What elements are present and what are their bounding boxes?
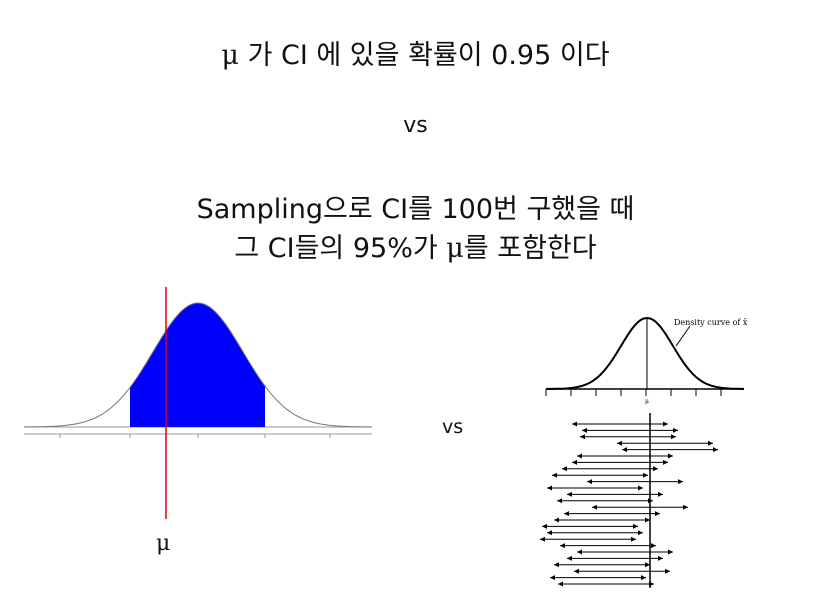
ci-arrow-right xyxy=(668,549,673,555)
ci-arrow-right xyxy=(678,479,683,485)
statement-probability-text: 가 CI 에 있을 확률이 0.95 이다 xyxy=(238,40,610,71)
ci-arrow-right xyxy=(683,504,688,510)
ci-arrow-left xyxy=(582,427,587,433)
ci-arrow-right xyxy=(708,440,713,446)
ci-arrow-left xyxy=(574,568,579,574)
ci-arrow-left xyxy=(562,466,567,472)
ci-arrow-left xyxy=(547,485,552,491)
ci-arrow-right xyxy=(663,459,668,465)
ci-arrow-right xyxy=(638,485,643,491)
ci-arrow-left xyxy=(580,434,585,440)
right-mu-tick-label: μ xyxy=(645,398,649,405)
ci-arrow-left xyxy=(567,555,572,561)
ci-arrow-left xyxy=(572,459,577,465)
density-curve-label: Density curve of x̄ xyxy=(674,318,748,327)
ci-arrow-left xyxy=(560,543,565,549)
ci-arrow-left xyxy=(542,523,547,529)
ci-arrow-right xyxy=(649,581,654,587)
ci-arrow-right xyxy=(631,536,636,542)
ci-arrow-left xyxy=(558,581,563,587)
statement-sampling-line2: 그 CI들의 95%가 μ를 포함한다 xyxy=(0,226,831,265)
left-normal-figure xyxy=(24,287,372,519)
right-axis-ticks xyxy=(545,389,722,396)
ci-arrow-right xyxy=(638,530,643,536)
ci-arrow-right xyxy=(653,466,658,472)
ci-arrow-left xyxy=(554,517,559,523)
ci-arrow-right xyxy=(663,421,668,427)
ci-arrow-right xyxy=(673,427,678,433)
ci-arrow-right xyxy=(645,562,650,568)
ci-arrow-right xyxy=(671,434,676,440)
ci-arrow-right xyxy=(633,523,638,529)
ci-arrow-left xyxy=(557,498,562,504)
ci-arrow-left xyxy=(617,440,622,446)
ci-arrow-right xyxy=(645,517,650,523)
ci-arrow-left xyxy=(550,575,555,581)
ci-arrow-right xyxy=(665,568,670,574)
ci-arrow-left xyxy=(547,530,552,536)
mu-symbol: μ xyxy=(221,40,239,71)
ci-arrow-left xyxy=(567,491,572,497)
ci-arrow-right xyxy=(713,447,718,453)
ci-arrow-left xyxy=(552,472,557,478)
ci-arrow-left xyxy=(564,511,569,517)
ci-arrow-left xyxy=(622,447,627,453)
ci-arrow-right xyxy=(648,498,653,504)
vs-top: vs xyxy=(403,113,428,138)
ci-arrow-right xyxy=(641,575,646,581)
ci-arrow-right xyxy=(643,472,648,478)
ci-arrow-right xyxy=(651,543,656,549)
statement-sampling-line2-before: 그 CI들의 95%가 xyxy=(234,233,447,264)
curve-label-pointer xyxy=(675,325,691,347)
statement-sampling-line2-after: 를 포함한다 xyxy=(463,233,597,264)
ci-arrow-right xyxy=(655,511,660,517)
ci-arrow-left xyxy=(572,421,577,427)
vs-middle: vs xyxy=(442,416,464,438)
left-axis-ticks xyxy=(59,434,331,438)
ci-arrow-right xyxy=(658,491,663,497)
left-density-curve xyxy=(24,302,372,428)
mu-label: μ xyxy=(156,531,171,556)
ci-arrow-right xyxy=(658,555,663,561)
ci-arrow-left xyxy=(554,562,559,568)
mu-symbol: μ xyxy=(446,233,464,264)
statement-probability: μ 가 CI 에 있을 확률이 0.95 이다 xyxy=(0,33,831,72)
statement-sampling-line1: Sampling으로 CI를 100번 구했을 때 xyxy=(196,194,635,225)
ci-arrow-right xyxy=(668,453,673,459)
ci-arrow-left xyxy=(592,504,597,510)
right-density-curve xyxy=(545,317,744,390)
ci-shaded-region xyxy=(130,303,265,427)
confidence-intervals xyxy=(540,421,718,587)
ci-arrow-left xyxy=(577,453,582,459)
ci-arrow-left xyxy=(540,536,545,542)
ci-arrow-left xyxy=(587,479,592,485)
ci-arrow-left xyxy=(577,549,582,555)
right-interval-figure: Density curve of x̄ μ xyxy=(540,317,748,588)
